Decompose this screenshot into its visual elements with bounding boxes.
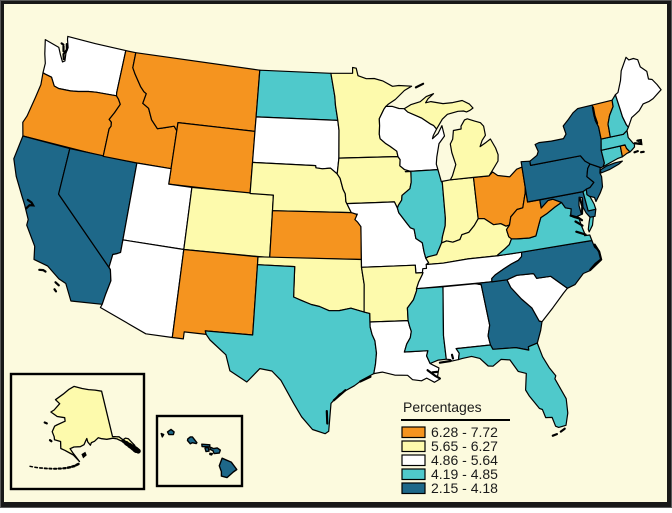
svg-text:4.19 - 4.85: 4.19 - 4.85 bbox=[431, 466, 498, 482]
svg-text:6.28 - 7.72: 6.28 - 7.72 bbox=[431, 424, 498, 440]
svg-text:5.65 - 6.27: 5.65 - 6.27 bbox=[431, 438, 498, 454]
svg-text:2.15 - 4.18: 2.15 - 4.18 bbox=[431, 480, 498, 496]
svg-text:4.86 - 5.64: 4.86 - 5.64 bbox=[431, 452, 498, 468]
svg-text:Percentages: Percentages bbox=[403, 399, 482, 415]
